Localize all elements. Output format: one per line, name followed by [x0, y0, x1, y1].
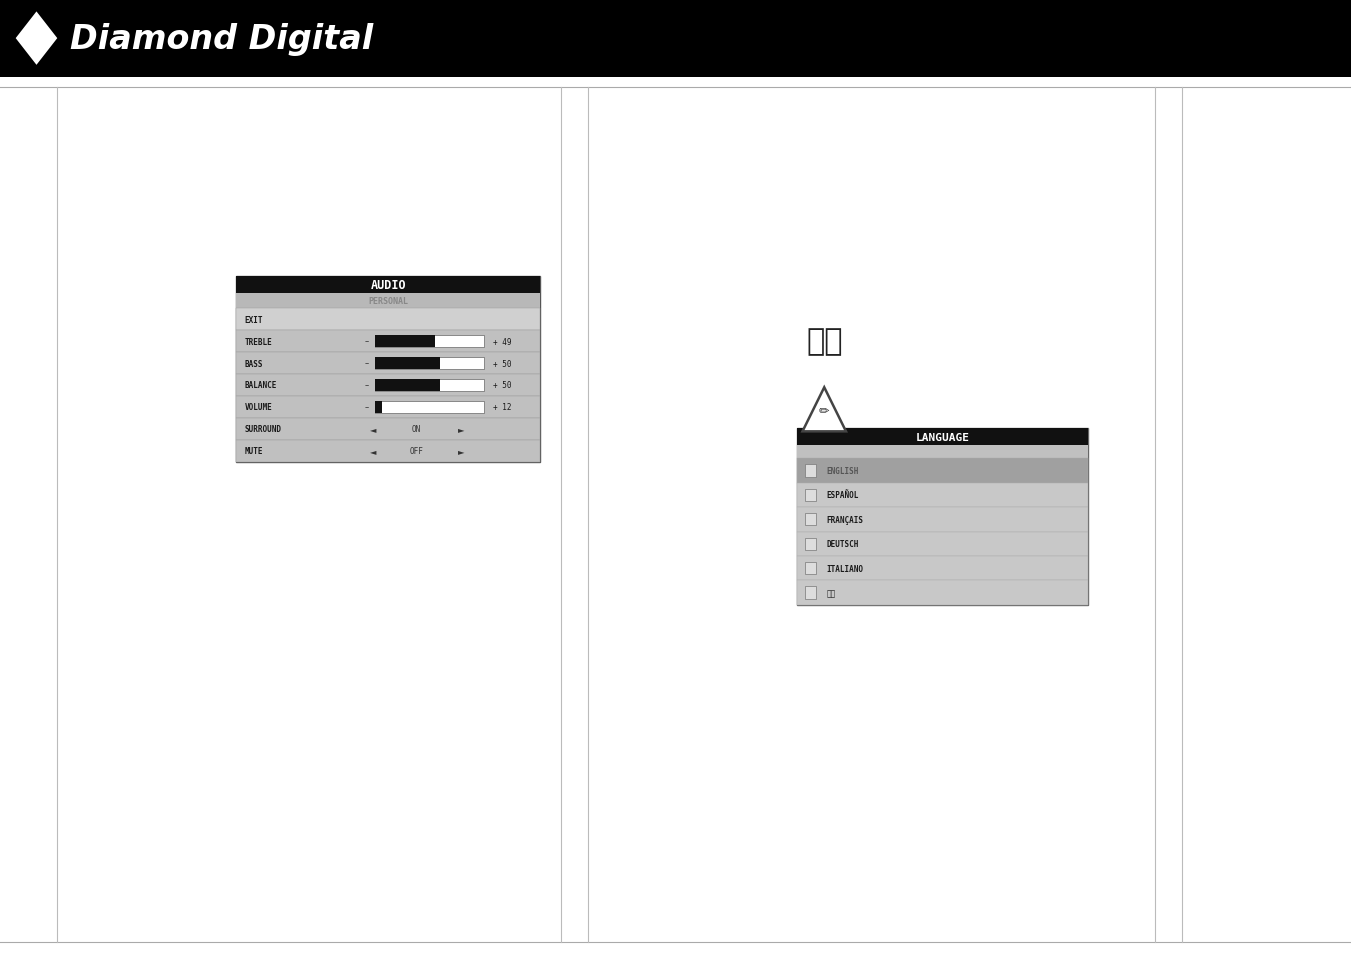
- Bar: [374, 401, 484, 414]
- Text: ESPAÑOL: ESPAÑOL: [827, 491, 859, 500]
- Text: –: –: [365, 381, 369, 390]
- Text: BASS: BASS: [245, 359, 263, 368]
- Bar: [236, 353, 540, 375]
- Text: LANGUAGE: LANGUAGE: [916, 433, 969, 442]
- Bar: [236, 396, 540, 418]
- Text: + 12: + 12: [493, 403, 512, 412]
- Text: ON: ON: [412, 425, 422, 434]
- Bar: [374, 335, 484, 348]
- Bar: [374, 335, 435, 348]
- Polygon shape: [16, 12, 57, 66]
- Bar: [797, 508, 1088, 532]
- Text: –: –: [365, 337, 369, 346]
- Bar: [236, 309, 540, 331]
- Bar: [236, 276, 540, 462]
- Text: ►: ►: [458, 425, 465, 434]
- Text: Diamond Digital: Diamond Digital: [70, 23, 373, 55]
- Text: 中文: 中文: [807, 327, 843, 355]
- Text: FRANÇAIS: FRANÇAIS: [827, 516, 863, 524]
- Bar: [374, 357, 484, 370]
- Text: ◄: ◄: [370, 425, 377, 434]
- Text: 中文: 中文: [827, 588, 836, 598]
- Bar: [797, 557, 1088, 580]
- Text: OFF: OFF: [409, 447, 423, 456]
- Bar: [236, 276, 540, 294]
- Text: + 49: + 49: [493, 337, 512, 346]
- Text: EXIT: EXIT: [245, 315, 263, 324]
- Text: BALANCE: BALANCE: [245, 381, 277, 390]
- Bar: [236, 294, 540, 309]
- Bar: [374, 379, 484, 392]
- Text: ITALIANO: ITALIANO: [827, 564, 863, 573]
- Text: PERSONAL: PERSONAL: [369, 297, 408, 306]
- Bar: [236, 375, 540, 396]
- Text: ✏: ✏: [819, 405, 830, 418]
- Bar: [805, 538, 816, 550]
- Bar: [0, 0, 1351, 78]
- Bar: [805, 587, 816, 599]
- Text: ENGLISH: ENGLISH: [827, 467, 859, 476]
- Text: AUDIO: AUDIO: [370, 278, 407, 292]
- Text: MUTE: MUTE: [245, 447, 263, 456]
- Bar: [797, 580, 1088, 605]
- Text: TREBLE: TREBLE: [245, 337, 273, 346]
- Bar: [805, 514, 816, 526]
- Text: –: –: [365, 403, 369, 412]
- Text: + 50: + 50: [493, 381, 512, 390]
- Bar: [236, 331, 540, 353]
- Bar: [797, 446, 1088, 458]
- Bar: [797, 458, 1088, 483]
- Bar: [374, 379, 440, 392]
- Bar: [797, 429, 1088, 605]
- Bar: [797, 483, 1088, 508]
- Bar: [797, 429, 1088, 446]
- Text: SURROUND: SURROUND: [245, 425, 281, 434]
- Text: ◄: ◄: [370, 447, 377, 456]
- Text: ►: ►: [458, 447, 465, 456]
- Text: + 50: + 50: [493, 359, 512, 368]
- Bar: [236, 440, 540, 462]
- Bar: [374, 401, 382, 414]
- Bar: [805, 465, 816, 477]
- Bar: [805, 489, 816, 501]
- Text: VOLUME: VOLUME: [245, 403, 273, 412]
- Polygon shape: [802, 388, 846, 432]
- Bar: [805, 562, 816, 575]
- Bar: [797, 532, 1088, 557]
- Text: DEUTSCH: DEUTSCH: [827, 539, 859, 549]
- Text: –: –: [365, 359, 369, 368]
- Bar: [236, 418, 540, 440]
- Bar: [374, 357, 440, 370]
